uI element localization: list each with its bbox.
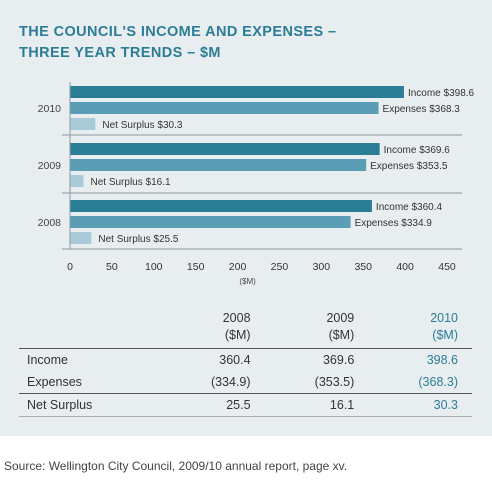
table-header-year: 2010 bbox=[430, 311, 458, 325]
table-row-expenses: Expenses (334.9) (353.5) (368.3) bbox=[19, 371, 472, 394]
table-cell: 360.4 bbox=[160, 348, 265, 371]
chart-title-line-1: THE COUNCIL'S INCOME AND EXPENSES – bbox=[19, 24, 337, 40]
summary-table: 2008 ($M) 2009 ($M) 2010 ($M) Income 360… bbox=[19, 310, 472, 417]
table-row-label: Expenses bbox=[27, 375, 82, 389]
bar-net-surplus-2010 bbox=[70, 118, 96, 130]
table-cell: 16.1 bbox=[264, 393, 369, 417]
table-header-2010: 2010 ($M) bbox=[368, 310, 472, 349]
x-tick-label: 250 bbox=[271, 261, 289, 273]
chart-panel: THE COUNCIL'S INCOME AND EXPENSES – THRE… bbox=[0, 0, 492, 436]
table-cell: 25.5 bbox=[160, 393, 265, 417]
table-row-income: Income 360.4 369.6 398.6 bbox=[19, 348, 472, 371]
data-label-bg bbox=[405, 86, 483, 98]
data-label: Net Surplus $25.5 bbox=[98, 234, 178, 245]
category-label-2009: 2009 bbox=[38, 160, 62, 172]
bar-expenses-2010 bbox=[70, 102, 379, 114]
table-row-label: Income bbox=[19, 348, 161, 371]
data-label: Income $369.6 bbox=[384, 145, 451, 156]
table-cell: 30.3 bbox=[368, 393, 472, 417]
x-axis-label: ($M) bbox=[239, 277, 256, 286]
data-label: Income $360.4 bbox=[376, 202, 443, 213]
table-header-row: 2008 ($M) 2009 ($M) 2010 ($M) bbox=[19, 310, 472, 349]
x-tick-label: 450 bbox=[438, 261, 456, 273]
data-label: Net Surplus $30.3 bbox=[102, 120, 182, 131]
x-tick-label: 300 bbox=[313, 261, 331, 273]
table-header-blank bbox=[19, 310, 161, 349]
table-header-2008: 2008 ($M) bbox=[161, 310, 265, 349]
data-label-bg bbox=[352, 216, 441, 228]
category-label-2008: 2008 bbox=[38, 217, 62, 229]
chart-title: THE COUNCIL'S INCOME AND EXPENSES – THRE… bbox=[19, 22, 336, 64]
x-tick-label: 400 bbox=[396, 261, 414, 273]
table-row-net-surplus: Net Surplus 25.5 16.1 30.3 bbox=[19, 393, 472, 417]
bar-expenses-2008 bbox=[70, 216, 351, 228]
data-label: Expenses $334.9 bbox=[355, 218, 433, 229]
bar-income-2009 bbox=[70, 143, 380, 155]
bar-chart: 2010 Income $398.6 Expenses $368.3 Net Surp… bbox=[38, 82, 483, 286]
x-tick-label: 50 bbox=[106, 261, 118, 273]
category-label-2010: 2010 bbox=[38, 103, 62, 115]
data-label: Income $398.6 bbox=[408, 88, 475, 99]
x-tick-label: 100 bbox=[145, 261, 163, 273]
data-label: Expenses $353.5 bbox=[370, 161, 448, 172]
source-note: Source: Wellington City Council, 2009/10… bbox=[4, 459, 348, 473]
table-cell: (353.5) bbox=[314, 375, 355, 389]
data-label-bg bbox=[368, 159, 457, 171]
table-header-2009: 2009 ($M) bbox=[265, 310, 369, 349]
table-header-unit: ($M) bbox=[328, 328, 355, 342]
data-label-bg bbox=[381, 143, 459, 155]
bar-income-2010 bbox=[70, 86, 404, 98]
table-header-unit: ($M) bbox=[432, 328, 458, 342]
bar-net-surplus-2009 bbox=[70, 175, 84, 187]
x-tick-label: 0 bbox=[67, 261, 73, 273]
table-header-year: 2008 bbox=[222, 311, 251, 325]
data-label-bg bbox=[373, 200, 451, 212]
data-label-bg bbox=[380, 102, 469, 114]
chart-title-line-2: THREE YEAR TRENDS – $M bbox=[19, 45, 221, 61]
table-cell: (334.9) bbox=[210, 375, 251, 389]
x-tick-label: 150 bbox=[187, 261, 205, 273]
data-label: Net Surplus $16.1 bbox=[90, 177, 170, 188]
table-cell: 369.6 bbox=[264, 348, 369, 371]
x-tick-label: 350 bbox=[354, 261, 372, 273]
table-cell: (368.3) bbox=[418, 375, 458, 389]
x-tick-label: 200 bbox=[229, 261, 247, 273]
table-cell: 398.6 bbox=[368, 348, 472, 371]
table-header-unit: ($M) bbox=[224, 328, 251, 342]
bar-expenses-2009 bbox=[70, 159, 367, 171]
table-header-year: 2009 bbox=[326, 311, 355, 325]
table-row-label: Net Surplus bbox=[19, 393, 161, 417]
bar-income-2008 bbox=[70, 200, 372, 212]
data-label: Expenses $368.3 bbox=[383, 104, 461, 115]
bar-net-surplus-2008 bbox=[70, 232, 92, 244]
